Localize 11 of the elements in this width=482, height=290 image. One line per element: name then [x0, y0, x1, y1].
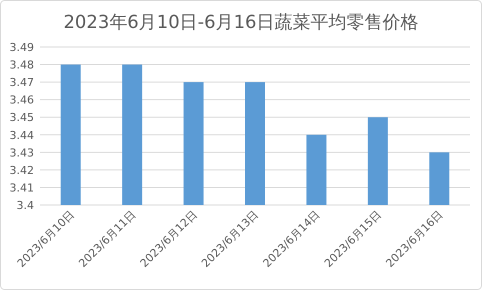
- chart-title: 2023年6月10日-6月16日蔬菜平均零售价格: [63, 12, 419, 33]
- y-tick-label: 3.44: [10, 128, 34, 142]
- y-tick-label: 3.45: [10, 111, 34, 124]
- y-tick-label: 3.41: [10, 181, 34, 194]
- y-tick-label: 3.42: [10, 164, 34, 177]
- y-tick-label: 3.49: [10, 41, 34, 54]
- y-tick-label: 3.43: [10, 146, 34, 160]
- y-tick-label: 3.47: [10, 76, 34, 90]
- y-tick-label: 3.46: [10, 94, 34, 107]
- y-tick-label: 3.4: [16, 199, 34, 212]
- y-tick-label: 3.48: [10, 58, 34, 72]
